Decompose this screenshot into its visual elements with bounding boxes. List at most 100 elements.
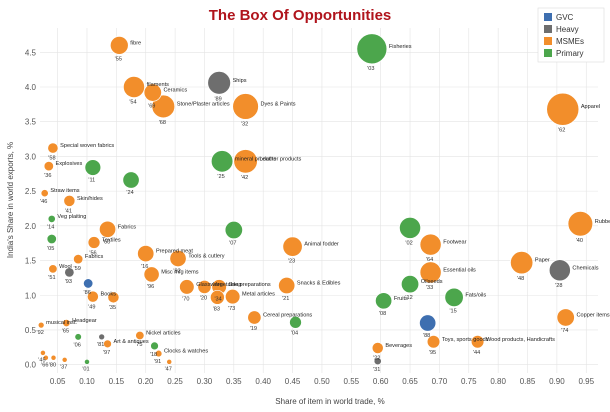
point-code: '46 [40, 199, 47, 205]
point-code: '08 [379, 311, 386, 317]
point-label: Animal fodder [304, 242, 339, 248]
point-code: '93 [65, 279, 72, 285]
point-code: '47 [165, 366, 172, 372]
x-tick-label: 0.45 [285, 377, 301, 386]
data-point [83, 278, 94, 289]
point-code: '65 [62, 329, 69, 335]
point-code: '40 [576, 238, 583, 244]
point-code: '69 [148, 103, 155, 109]
data-point [151, 94, 176, 119]
data-point [224, 220, 243, 240]
y-tick-label: 4.0 [25, 83, 37, 92]
point-label: Tools & cutlery [188, 253, 225, 259]
data-point [289, 315, 302, 329]
point-label: Straw items [50, 188, 79, 194]
point-label: Rubber [595, 219, 610, 225]
data-point [123, 76, 145, 98]
point-label: mineral products [235, 156, 277, 162]
chart-title: The Box Of Opportunities [209, 7, 392, 24]
point-label: Glassware [196, 282, 222, 288]
point-label: Headgear [72, 318, 97, 324]
point-label: Nickel articles [146, 331, 181, 337]
data-points [37, 33, 594, 366]
point-code: '41 [65, 208, 72, 214]
data-point [61, 356, 68, 363]
point-code: '25 [217, 174, 224, 180]
x-tick-label: 0.05 [50, 377, 66, 386]
point-code: '03 [367, 66, 374, 72]
x-tick-label: 0.65 [402, 377, 418, 386]
data-point [46, 233, 57, 245]
point-label: Explosives [56, 161, 83, 167]
x-tick-label: 0.70 [432, 377, 448, 386]
data-point [107, 291, 120, 304]
point-code: '21 [282, 296, 289, 302]
data-point [373, 357, 382, 366]
legend-label: Heavy [556, 25, 579, 34]
data-point [122, 171, 140, 189]
data-point [419, 314, 437, 332]
data-point [50, 354, 57, 361]
point-code: '73 [228, 306, 235, 312]
point-code: '11 [88, 177, 95, 183]
point-label: Wool [59, 264, 72, 270]
point-code: '58 [48, 155, 55, 161]
point-label: Textiles [102, 237, 121, 243]
point-code: '45 [38, 357, 45, 363]
data-point [510, 251, 534, 275]
legend-label: Primary [556, 49, 584, 58]
data-point [47, 214, 56, 223]
point-code: '75 [135, 342, 142, 348]
x-tick-label: 0.40 [255, 377, 271, 386]
point-code: '32 [241, 121, 248, 127]
point-label: Ships [233, 78, 247, 84]
data-point [282, 236, 303, 257]
data-point [63, 194, 76, 207]
point-code: '35 [109, 305, 116, 311]
data-point [247, 310, 262, 325]
point-label: Toys, sports goods [442, 337, 489, 343]
point-label: Paper [535, 258, 550, 264]
point-code: '24 [126, 190, 133, 196]
data-point [143, 83, 162, 102]
x-tick-label: 0.10 [79, 377, 95, 386]
point-code: '82 [173, 269, 180, 275]
data-point [548, 259, 571, 282]
point-label: Beverages [385, 343, 412, 349]
data-point [135, 330, 145, 341]
point-code: '70 [182, 296, 189, 302]
legend-label: MSMEs [556, 37, 584, 46]
x-tick-label: 0.15 [109, 377, 125, 386]
data-point [399, 216, 421, 239]
point-label: Veg plaiting [57, 214, 86, 220]
point-code: '14 [47, 225, 54, 231]
point-code: '07 [229, 241, 236, 247]
data-point [232, 93, 259, 120]
point-code: '92 [37, 330, 44, 336]
data-point [109, 36, 129, 55]
point-code: '23 [288, 258, 295, 264]
point-code: '97 [103, 350, 110, 356]
point-code: '80 [49, 362, 56, 368]
x-tick-label: 0.25 [167, 377, 183, 386]
data-point [39, 349, 46, 356]
point-code: '42 [241, 175, 248, 181]
point-code: '96 [147, 284, 154, 290]
data-point [62, 318, 71, 328]
y-tick-label: 3.0 [25, 152, 37, 161]
x-tick-label: 0.35 [226, 377, 242, 386]
point-code: '62 [558, 127, 565, 133]
y-tick-label: 3.5 [25, 118, 37, 127]
y-tick-label: 0.5 [25, 326, 37, 335]
data-point [371, 342, 384, 354]
point-label: Dyes & Paints [260, 101, 295, 107]
point-code: '91 [154, 359, 161, 365]
point-code: '59 [74, 266, 81, 272]
point-code: '86 [84, 290, 91, 296]
data-point [150, 341, 159, 351]
data-point [40, 189, 49, 198]
data-point [137, 245, 155, 263]
point-code: '31 [373, 367, 380, 373]
point-label: Vegetable preparations [213, 282, 271, 288]
